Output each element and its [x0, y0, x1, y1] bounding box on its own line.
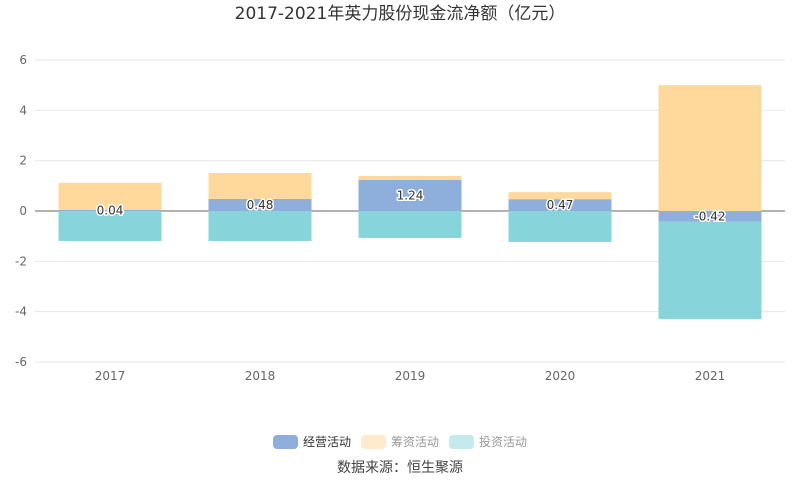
- bar-2021-投资活动[interactable]: [658, 221, 762, 319]
- y-tick-label: -2: [15, 254, 27, 268]
- bar-2018-筹资活动[interactable]: [208, 172, 312, 199]
- x-tick-label: 2021: [695, 369, 726, 383]
- data-labels: 0.04 0.48 1.24 0.47 -0.42: [95, 187, 727, 225]
- legend-swatch: [449, 435, 474, 449]
- y-tick-label: 4: [19, 103, 27, 117]
- y-tick-label: 2: [19, 154, 27, 168]
- legend: 经营活动 筹资活动 投资活动: [273, 434, 527, 449]
- y-tick-label: 6: [19, 53, 27, 67]
- bar-2020-投资活动[interactable]: [508, 211, 612, 242]
- x-tick-label: 2020: [545, 369, 576, 383]
- x-axis: 2017 2018 2019 2020 2021: [95, 369, 726, 383]
- bar-2020-经营活动[interactable]: [508, 199, 612, 211]
- legend-swatch: [361, 435, 386, 449]
- bar-2018-经营活动[interactable]: [208, 198, 312, 211]
- legend-item-筹资活动[interactable]: 筹资活动: [361, 435, 439, 449]
- data-label: 1.24: [397, 188, 424, 202]
- legend-label: 投资活动: [479, 434, 527, 449]
- legend-item-投资活动[interactable]: 投资活动: [449, 434, 527, 449]
- bar-2017-筹资活动[interactable]: [58, 182, 162, 210]
- data-label: 0.04: [97, 203, 124, 217]
- x-tick-label: 2017: [95, 369, 126, 383]
- bar-2019-投资活动[interactable]: [358, 211, 462, 238]
- data-label: 0.47: [547, 198, 574, 212]
- x-tick-label: 2018: [245, 369, 276, 383]
- legend-label: 筹资活动: [391, 435, 439, 449]
- bar-2017-投资活动[interactable]: [58, 211, 162, 241]
- y-tick-label: -6: [15, 355, 27, 369]
- source-note: 数据来源：恒生聚源: [337, 460, 463, 476]
- legend-swatch: [273, 435, 298, 449]
- bar-2021-筹资活动[interactable]: [658, 85, 762, 211]
- bar-2019-筹资活动[interactable]: [358, 176, 462, 180]
- chart-title: 2017-2021年英力股份现金流净额（亿元）: [235, 4, 566, 24]
- data-label: -0.42: [694, 209, 725, 223]
- legend-item-经营活动[interactable]: 经营活动: [273, 435, 351, 449]
- y-tick-label: 0: [19, 204, 27, 218]
- x-tick-label: 2019: [395, 369, 426, 383]
- bar-2021-经营活动[interactable]: [658, 211, 762, 222]
- y-tick-label: -4: [15, 305, 27, 319]
- data-label: 0.48: [247, 198, 274, 212]
- bar-2018-投资活动[interactable]: [208, 211, 312, 241]
- bar-2019-经营活动[interactable]: [358, 179, 462, 211]
- bars: [58, 85, 762, 319]
- bar-2017-经营活动[interactable]: [58, 209, 162, 211]
- legend-label: 经营活动: [303, 435, 351, 449]
- bar-2020-筹资活动[interactable]: [508, 192, 612, 200]
